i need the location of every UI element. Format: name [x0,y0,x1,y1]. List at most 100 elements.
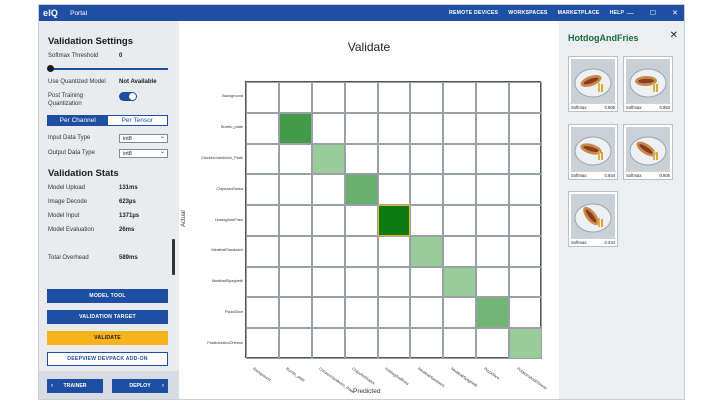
close-icon[interactable]: ✕ [672,10,678,17]
matrix-cell[interactable] [246,174,279,206]
softmax-slider-track[interactable] [50,68,168,70]
matrix-cell[interactable] [344,328,378,359]
matrix-cell[interactable] [311,112,345,144]
nav-workspaces[interactable]: WORKSPACES [508,10,548,16]
matrix-cell[interactable] [278,82,312,113]
close-icon[interactable]: ✕ [669,30,678,41]
matrix-cell[interactable] [377,174,411,206]
matrix-cell[interactable] [410,328,444,359]
matrix-cell[interactable] [476,82,510,113]
matrix-cell[interactable] [509,297,542,329]
matrix-cell[interactable] [443,205,477,236]
trainer-button[interactable]: ‹ TRAINER [47,379,103,393]
maximize-icon[interactable]: ☐ [649,10,657,17]
matrix-cell[interactable] [344,174,378,206]
matrix-cell[interactable] [246,328,279,359]
matrix-cell[interactable] [344,266,378,298]
matrix-cell[interactable] [377,235,411,267]
matrix-cell[interactable] [509,235,542,267]
matrix-cell[interactable] [509,328,542,359]
matrix-cell[interactable] [476,112,510,144]
matrix-cell[interactable] [509,174,542,206]
matrix-cell[interactable] [410,266,444,298]
matrix-cell[interactable] [246,143,279,175]
matrix-cell[interactable] [509,143,542,175]
matrix-cell[interactable] [476,235,510,267]
matrix-cell[interactable] [311,297,345,329]
matrix-cell[interactable] [311,328,345,359]
matrix-cell[interactable] [278,328,312,359]
nav-help[interactable]: HELP [609,10,625,16]
matrix-cell[interactable] [410,235,444,267]
sidebar-scrollbar[interactable] [172,239,175,275]
matrix-cell[interactable] [278,143,312,175]
matrix-cell[interactable] [509,266,542,298]
matrix-cell[interactable] [509,82,542,113]
model-tool-button[interactable]: MODEL TOOL [47,289,168,303]
matrix-cell[interactable] [476,174,510,206]
matrix-cell[interactable] [311,205,345,236]
validate-button[interactable]: VALIDATE [47,331,168,345]
deepview-devpack-button[interactable]: DEEPVIEW DEVPACK ADD-ON [47,352,168,366]
image-thumbnail[interactable]: Softmax: 0.953 [623,56,673,112]
matrix-cell[interactable] [246,82,279,113]
matrix-cell[interactable] [509,205,542,236]
matrix-cell[interactable] [377,297,411,329]
per-tensor-option[interactable]: Per Tensor [121,117,153,124]
matrix-cell[interactable] [246,205,279,236]
matrix-cell[interactable] [278,205,312,236]
matrix-cell[interactable] [476,328,510,359]
image-thumbnail[interactable]: Softmax: 0.434 [568,191,618,247]
image-thumbnail[interactable]: Softmax: 0.805 [568,56,618,112]
nav-marketplace[interactable]: MARKETPLACE [557,10,600,16]
matrix-cell[interactable] [344,143,378,175]
minimize-icon[interactable]: — [626,9,634,17]
deploy-button[interactable]: DEPLOY › [112,379,168,393]
matrix-cell[interactable] [476,143,510,175]
ptq-toggle[interactable] [119,92,137,101]
matrix-cell[interactable] [476,297,510,329]
matrix-cell[interactable] [278,297,312,329]
matrix-cell[interactable] [246,297,279,329]
matrix-cell[interactable] [278,266,312,298]
image-thumbnail[interactable]: Softmax: 0.805 [623,124,673,180]
matrix-cell[interactable] [278,235,312,267]
matrix-cell[interactable] [443,82,477,113]
matrix-cell[interactable] [443,235,477,267]
nav-remote-devices[interactable]: REMOTE DEVICES [449,10,499,16]
matrix-cell[interactable] [443,174,477,206]
matrix-cell[interactable] [344,82,378,113]
validation-target-button[interactable]: VALIDATION TARGET [47,310,168,324]
matrix-cell[interactable] [311,143,345,175]
matrix-cell[interactable] [377,205,411,236]
matrix-cell[interactable] [344,235,378,267]
image-thumbnail[interactable]: Softmax: 0.934 [568,124,618,180]
matrix-cell[interactable] [377,266,411,298]
matrix-cell[interactable] [377,328,411,359]
matrix-cell[interactable] [509,112,542,144]
matrix-cell[interactable] [443,328,477,359]
input-type-select[interactable]: int8 [119,133,168,143]
matrix-cell[interactable] [410,297,444,329]
matrix-cell[interactable] [377,82,411,113]
matrix-cell[interactable] [311,82,345,113]
matrix-cell[interactable] [311,174,345,206]
matrix-cell[interactable] [344,205,378,236]
matrix-cell[interactable] [246,266,279,298]
matrix-cell[interactable] [443,143,477,175]
softmax-slider-handle[interactable] [47,65,54,72]
matrix-cell[interactable] [476,266,510,298]
matrix-cell[interactable] [246,235,279,267]
matrix-cell[interactable] [410,205,444,236]
matrix-cell[interactable] [246,112,279,144]
matrix-cell[interactable] [443,266,477,298]
matrix-cell[interactable] [344,297,378,329]
matrix-cell[interactable] [476,205,510,236]
matrix-cell[interactable] [377,112,411,144]
matrix-cell[interactable] [311,235,345,267]
matrix-cell[interactable] [443,112,477,144]
matrix-cell[interactable] [410,82,444,113]
matrix-cell[interactable] [410,174,444,206]
matrix-cell[interactable] [443,297,477,329]
per-channel-option[interactable]: Per Channel [48,116,108,125]
